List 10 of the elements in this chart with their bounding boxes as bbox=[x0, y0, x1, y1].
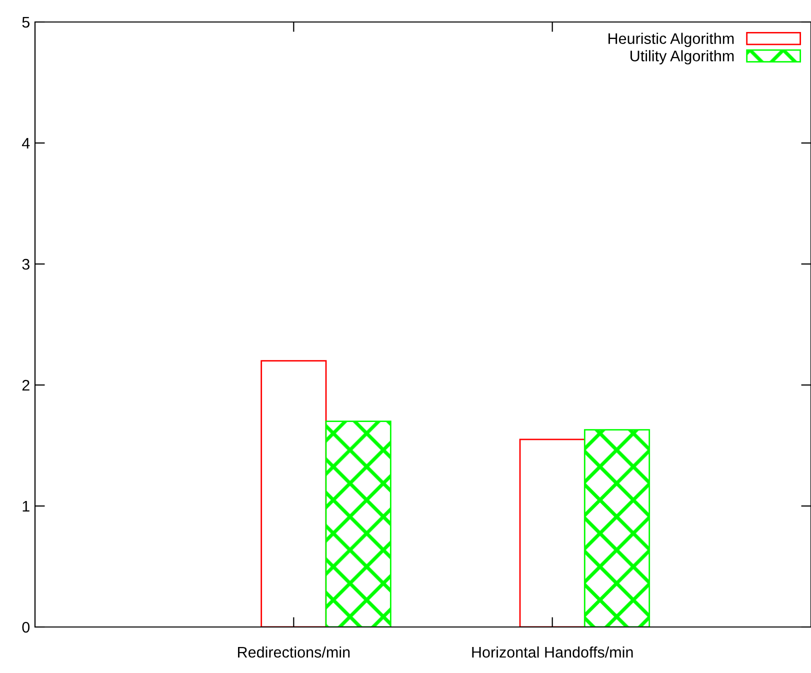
y-tick-label: 2 bbox=[22, 380, 30, 391]
legend-label: Utility Algorithm bbox=[630, 50, 734, 64]
x-tick-label: Horizontal Handoffs/min bbox=[472, 646, 633, 658]
y-tick-label: 5 bbox=[22, 17, 30, 28]
y-tick-label: 4 bbox=[22, 138, 30, 149]
y-tick-label: 1 bbox=[22, 501, 30, 512]
y-tick-label: 0 bbox=[22, 622, 30, 633]
legend-label: Heuristic Algorithm bbox=[608, 32, 734, 48]
y-tick-label: 3 bbox=[22, 258, 30, 270]
x-tick-label: Redirections/min bbox=[238, 646, 350, 658]
